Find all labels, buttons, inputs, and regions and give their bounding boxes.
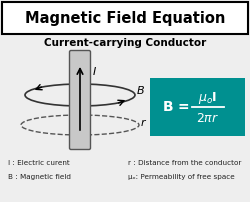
FancyBboxPatch shape: [2, 2, 248, 34]
Text: I: I: [93, 67, 96, 77]
Text: μₒ: Permeability of free space: μₒ: Permeability of free space: [128, 174, 235, 180]
Text: I : Electric curent: I : Electric curent: [8, 160, 70, 166]
Text: $2\pi r$: $2\pi r$: [196, 112, 220, 124]
Text: B: B: [137, 86, 144, 96]
FancyBboxPatch shape: [70, 50, 90, 149]
Text: B : Magnetic field: B : Magnetic field: [8, 174, 71, 180]
Text: $\mathbf{B}$ =: $\mathbf{B}$ =: [162, 100, 190, 114]
Text: Current-carrying Conductor: Current-carrying Conductor: [44, 38, 206, 48]
Text: $\mu_o$I: $\mu_o$I: [198, 90, 218, 106]
Text: Magnetic Field Equation: Magnetic Field Equation: [25, 12, 225, 26]
Text: r: r: [141, 118, 146, 128]
FancyBboxPatch shape: [150, 78, 245, 136]
Text: r : Distance from the conductor: r : Distance from the conductor: [128, 160, 242, 166]
